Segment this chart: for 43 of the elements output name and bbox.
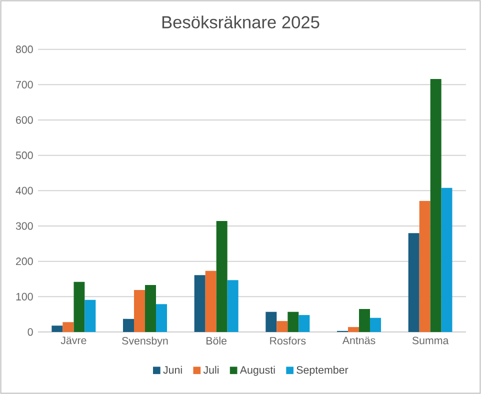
x-tick-label: Jävre xyxy=(60,336,86,344)
bar xyxy=(430,79,442,332)
bar xyxy=(370,318,381,332)
bar xyxy=(266,312,277,332)
x-tick-label: Svensbyn xyxy=(122,336,168,347)
bar xyxy=(74,282,85,332)
bar xyxy=(84,300,96,332)
x-tick-label: Summa xyxy=(412,336,449,344)
y-tick-label: 800 xyxy=(16,46,33,54)
x-tick-label: Böle xyxy=(206,336,227,345)
legend-label: September xyxy=(296,366,348,376)
bar xyxy=(348,327,359,332)
bar xyxy=(145,285,156,332)
bar xyxy=(134,290,146,332)
bar xyxy=(358,309,370,332)
bar xyxy=(276,321,288,332)
bar xyxy=(408,233,420,332)
y-tick-label: 100 xyxy=(16,292,33,300)
y-tick-label: 0 xyxy=(28,328,33,336)
bar xyxy=(62,322,74,332)
y-tick-label: 400 xyxy=(16,186,33,194)
chart-title: Besöksräknare 2025 xyxy=(162,16,320,28)
y-tick-label: 500 xyxy=(16,152,33,160)
y-tick-label: 700 xyxy=(16,80,33,88)
legend-label: Juli xyxy=(203,366,219,374)
bar xyxy=(52,326,63,332)
bar xyxy=(205,270,216,332)
bar xyxy=(298,315,310,332)
legend-label: Augusti xyxy=(240,366,275,376)
bar xyxy=(227,280,238,332)
bar xyxy=(216,221,228,332)
y-tick-label: 300 xyxy=(16,222,33,230)
bar xyxy=(156,304,167,332)
legend-label: Juni xyxy=(163,366,182,374)
x-tick-label: Rosfors xyxy=(270,336,306,345)
bar xyxy=(441,188,452,332)
y-tick-label: 200 xyxy=(16,258,33,266)
bar xyxy=(419,200,430,332)
y-tick-label: 600 xyxy=(16,116,33,124)
bar xyxy=(123,318,134,332)
bar xyxy=(194,275,206,332)
x-tick-label: Antnäs xyxy=(342,336,376,344)
bar xyxy=(288,312,299,332)
